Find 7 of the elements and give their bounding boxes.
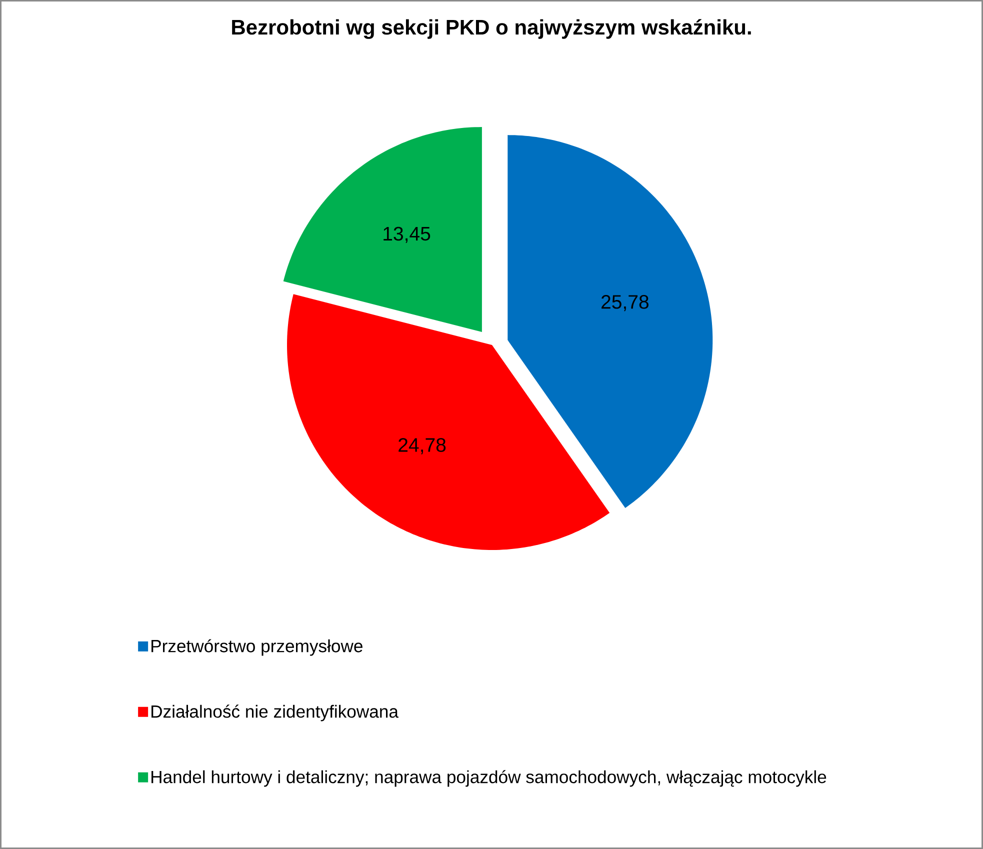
legend-label: Działalność nie zidentyfikowana (152, 704, 398, 722)
legend-label: Przetwórstwo przemysłowe (152, 639, 362, 656)
data-label: 24,78 (398, 438, 446, 454)
data-label: 25,78 (602, 295, 648, 312)
data-label: 13,45 (384, 226, 430, 243)
chart-title: Bezrobotni wg sekcji PKD o najwyższym wskaźniku. (232, 19, 751, 39)
legend-label: Handel hurtowy i detaliczny; naprawa pojazdów samochodowych, włączając motocykle (152, 770, 826, 787)
